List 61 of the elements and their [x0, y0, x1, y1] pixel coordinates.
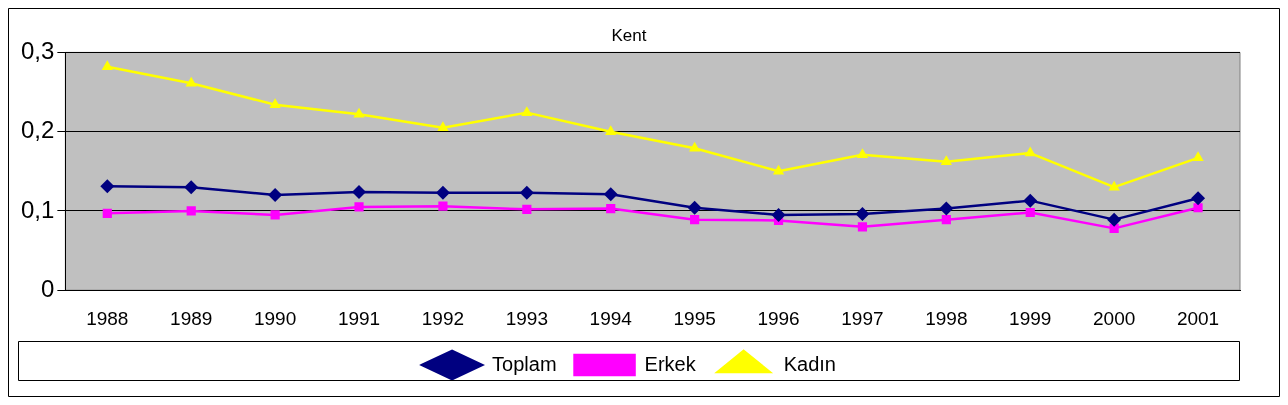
legend-label: Erkek	[644, 352, 697, 375]
point	[354, 202, 364, 212]
point	[352, 184, 367, 199]
y-tick-label: 0,1	[20, 195, 55, 223]
point	[856, 148, 869, 158]
x-tick-label: 1995	[673, 307, 716, 329]
point	[1108, 180, 1120, 191]
point	[102, 208, 112, 218]
x-tick-label: 1996	[757, 307, 800, 329]
y-tick-label: 0,3	[20, 37, 55, 65]
point	[690, 215, 700, 225]
point	[603, 187, 618, 202]
point	[772, 164, 785, 175]
point	[522, 204, 532, 214]
x-tick-label: 1988	[86, 307, 129, 329]
point	[438, 201, 448, 211]
legend-label: Kadın	[783, 352, 836, 375]
x-tick-label: 1997	[841, 307, 884, 329]
x-tick-label: 2001	[1176, 307, 1220, 329]
point	[519, 185, 534, 200]
x-tick-label: 1998	[925, 307, 968, 329]
point	[270, 210, 280, 220]
x-tick-label: 1999	[1009, 307, 1052, 329]
point	[687, 200, 702, 215]
x-tick-label: 1994	[589, 307, 633, 329]
point	[771, 207, 786, 222]
point	[1023, 193, 1038, 208]
point	[101, 60, 113, 70]
x-tick-label: 1992	[421, 307, 465, 329]
point	[1024, 146, 1036, 157]
point	[435, 185, 450, 200]
point	[1193, 203, 1203, 213]
point	[268, 188, 283, 203]
x-tick-label: 1989	[170, 307, 213, 329]
chart-title: Kent	[611, 25, 647, 45]
point	[437, 121, 449, 131]
x-tick-label: 1991	[337, 307, 381, 329]
x-tick-label: 1993	[505, 307, 548, 329]
point	[940, 155, 952, 166]
point	[605, 125, 617, 135]
point	[606, 203, 616, 214]
point	[521, 106, 533, 116]
point	[941, 215, 951, 225]
point	[1025, 207, 1035, 218]
point	[1107, 212, 1122, 227]
legend-label: Toplam	[492, 352, 557, 375]
y-tick-label: 0	[41, 274, 55, 302]
point	[857, 222, 868, 232]
point	[689, 141, 701, 152]
point	[1192, 151, 1204, 162]
point	[1191, 191, 1206, 206]
y-tick-label: 0,2	[20, 116, 55, 144]
x-tick-label: 2000	[1093, 307, 1136, 329]
point	[939, 201, 954, 216]
point	[186, 206, 196, 216]
point	[269, 98, 281, 108]
x-tick-label: 1990	[253, 307, 297, 329]
point	[855, 207, 870, 222]
point	[184, 180, 199, 195]
point	[185, 76, 197, 87]
point	[100, 179, 115, 194]
